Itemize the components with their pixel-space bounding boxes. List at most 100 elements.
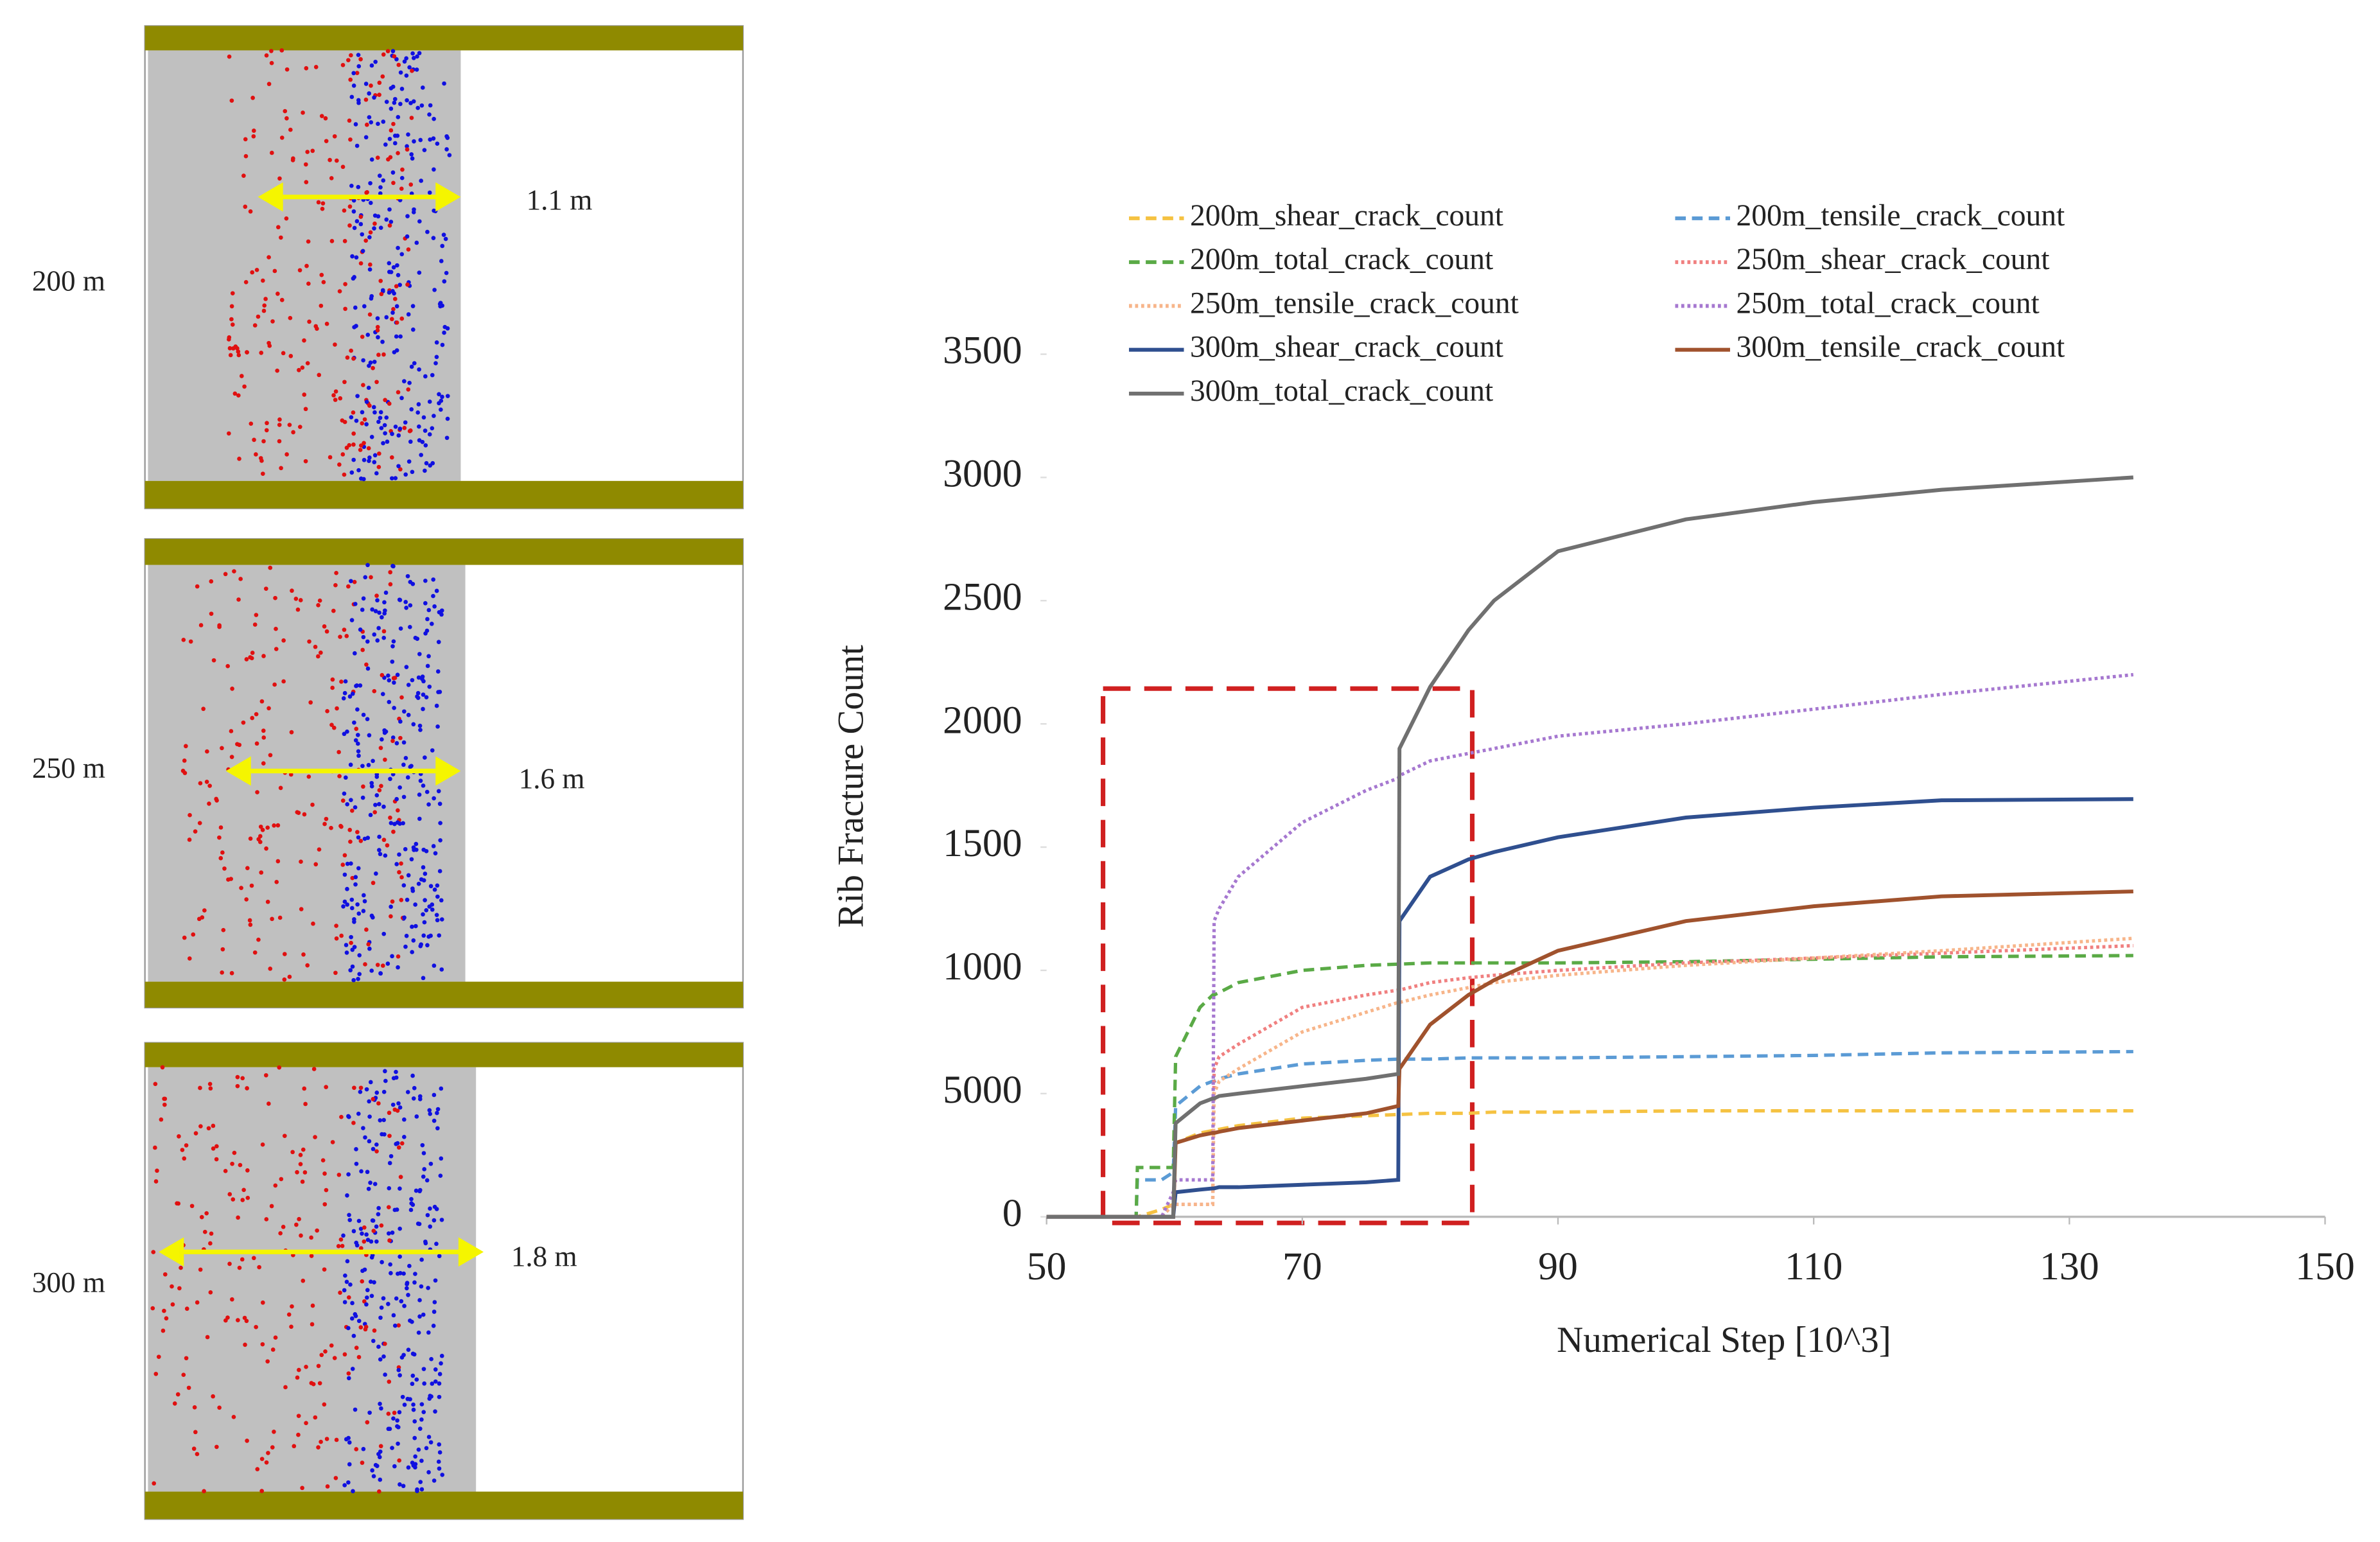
crack-dot bbox=[369, 913, 374, 918]
crack-dot bbox=[177, 1134, 181, 1139]
crack-dot bbox=[379, 292, 384, 297]
crack-dot bbox=[407, 380, 412, 385]
crack-dot bbox=[284, 216, 289, 221]
crack-dot bbox=[387, 1238, 392, 1243]
y-tick-label: 0 bbox=[1002, 1191, 1022, 1235]
crack-dot bbox=[423, 468, 427, 473]
crack-dot bbox=[432, 288, 437, 292]
crack-dot bbox=[358, 627, 363, 632]
crack-dot bbox=[381, 1117, 387, 1123]
crack-dot bbox=[381, 178, 386, 183]
crack-dot bbox=[350, 1367, 355, 1371]
x-tick-label: 110 bbox=[1785, 1245, 1842, 1288]
crack-dot bbox=[260, 1142, 265, 1147]
crack-dot bbox=[338, 823, 343, 828]
crack-dot bbox=[281, 351, 286, 356]
crack-dot bbox=[323, 1349, 328, 1354]
crack-dot bbox=[376, 214, 381, 219]
crack-dot bbox=[368, 230, 373, 235]
crack-dot bbox=[410, 68, 414, 73]
crack-dot bbox=[391, 1313, 396, 1318]
crack-dot bbox=[272, 823, 276, 828]
crack-dot bbox=[429, 622, 434, 626]
crack-dot bbox=[309, 1254, 314, 1258]
crack-dot bbox=[397, 1410, 402, 1415]
crack-dot bbox=[419, 1284, 424, 1289]
crack-dot bbox=[302, 1086, 307, 1091]
crack-dot bbox=[413, 1454, 417, 1459]
crack-dot bbox=[396, 464, 401, 469]
crack-dot bbox=[408, 624, 412, 629]
crack-dot bbox=[432, 1310, 437, 1314]
crack-dot bbox=[295, 607, 301, 612]
crack-dot bbox=[279, 136, 284, 140]
crack-dot bbox=[356, 1354, 362, 1360]
crack-dot bbox=[345, 886, 349, 891]
crack-dot bbox=[230, 322, 235, 327]
crack-dot bbox=[227, 335, 232, 340]
crack-dot bbox=[235, 1074, 240, 1080]
crack-dot bbox=[349, 808, 354, 813]
legend-label: 300m_total_crack_count bbox=[1190, 374, 1493, 408]
crack-dot bbox=[361, 596, 366, 601]
crack-dot bbox=[423, 872, 428, 876]
crack-dot bbox=[429, 1356, 433, 1362]
crack-dot bbox=[170, 1284, 174, 1289]
crack-dot bbox=[367, 364, 371, 368]
crack-dot bbox=[439, 1086, 444, 1091]
crack-dot bbox=[267, 706, 271, 711]
crack-dot bbox=[387, 1110, 392, 1116]
crack-dot bbox=[363, 97, 369, 102]
crack-dot bbox=[302, 1170, 308, 1175]
crack-dot bbox=[254, 267, 259, 272]
crack-dot bbox=[391, 265, 396, 270]
crack-dot bbox=[195, 1300, 200, 1305]
crack-dot bbox=[387, 699, 392, 705]
crack-dot bbox=[404, 665, 409, 669]
crack-dot bbox=[227, 1192, 232, 1196]
crack-dot bbox=[391, 307, 396, 311]
crack-dot bbox=[207, 784, 212, 788]
crack-dot bbox=[375, 963, 380, 967]
crack-dot bbox=[417, 1314, 422, 1319]
crack-dot bbox=[279, 48, 284, 53]
crack-dot bbox=[371, 881, 376, 886]
crack-dot bbox=[255, 790, 259, 794]
crack-dot bbox=[180, 768, 186, 773]
crack-dot bbox=[360, 647, 365, 653]
crack-dot bbox=[347, 1440, 352, 1445]
crack-dot bbox=[445, 416, 450, 421]
crack-dot bbox=[347, 1213, 351, 1218]
y-tick-label: 5000 bbox=[943, 1068, 1022, 1112]
crack-dot bbox=[394, 1069, 398, 1074]
crack-dot bbox=[387, 1134, 392, 1138]
crack-dot bbox=[329, 1343, 334, 1348]
crack-dot bbox=[436, 1459, 441, 1464]
crack-dot bbox=[409, 1196, 414, 1202]
crack-dot bbox=[435, 1107, 441, 1112]
crack-dot bbox=[409, 152, 414, 157]
series-line bbox=[1046, 475, 2134, 1219]
crack-dot bbox=[297, 425, 302, 430]
crack-dot bbox=[398, 719, 403, 724]
crack-dot bbox=[441, 232, 446, 237]
crack-dot bbox=[430, 372, 435, 378]
crack-dot bbox=[416, 675, 421, 680]
crack-dot bbox=[392, 350, 397, 355]
crack-dot bbox=[259, 1457, 265, 1462]
crack-dot bbox=[342, 1300, 347, 1304]
crack-dot bbox=[364, 1302, 369, 1307]
crack-dot bbox=[374, 1142, 379, 1147]
crack-dot bbox=[432, 887, 437, 892]
crack-dot bbox=[373, 802, 378, 807]
crack-dot bbox=[399, 87, 405, 91]
crack-dot bbox=[398, 101, 403, 107]
crack-dot bbox=[245, 1168, 250, 1173]
crack-dot bbox=[396, 1101, 401, 1106]
crack-dot bbox=[378, 1315, 383, 1320]
crack-dot bbox=[254, 712, 259, 717]
crack-dot bbox=[379, 1223, 384, 1228]
crack-dot bbox=[209, 611, 214, 616]
crack-dot bbox=[376, 1212, 381, 1216]
